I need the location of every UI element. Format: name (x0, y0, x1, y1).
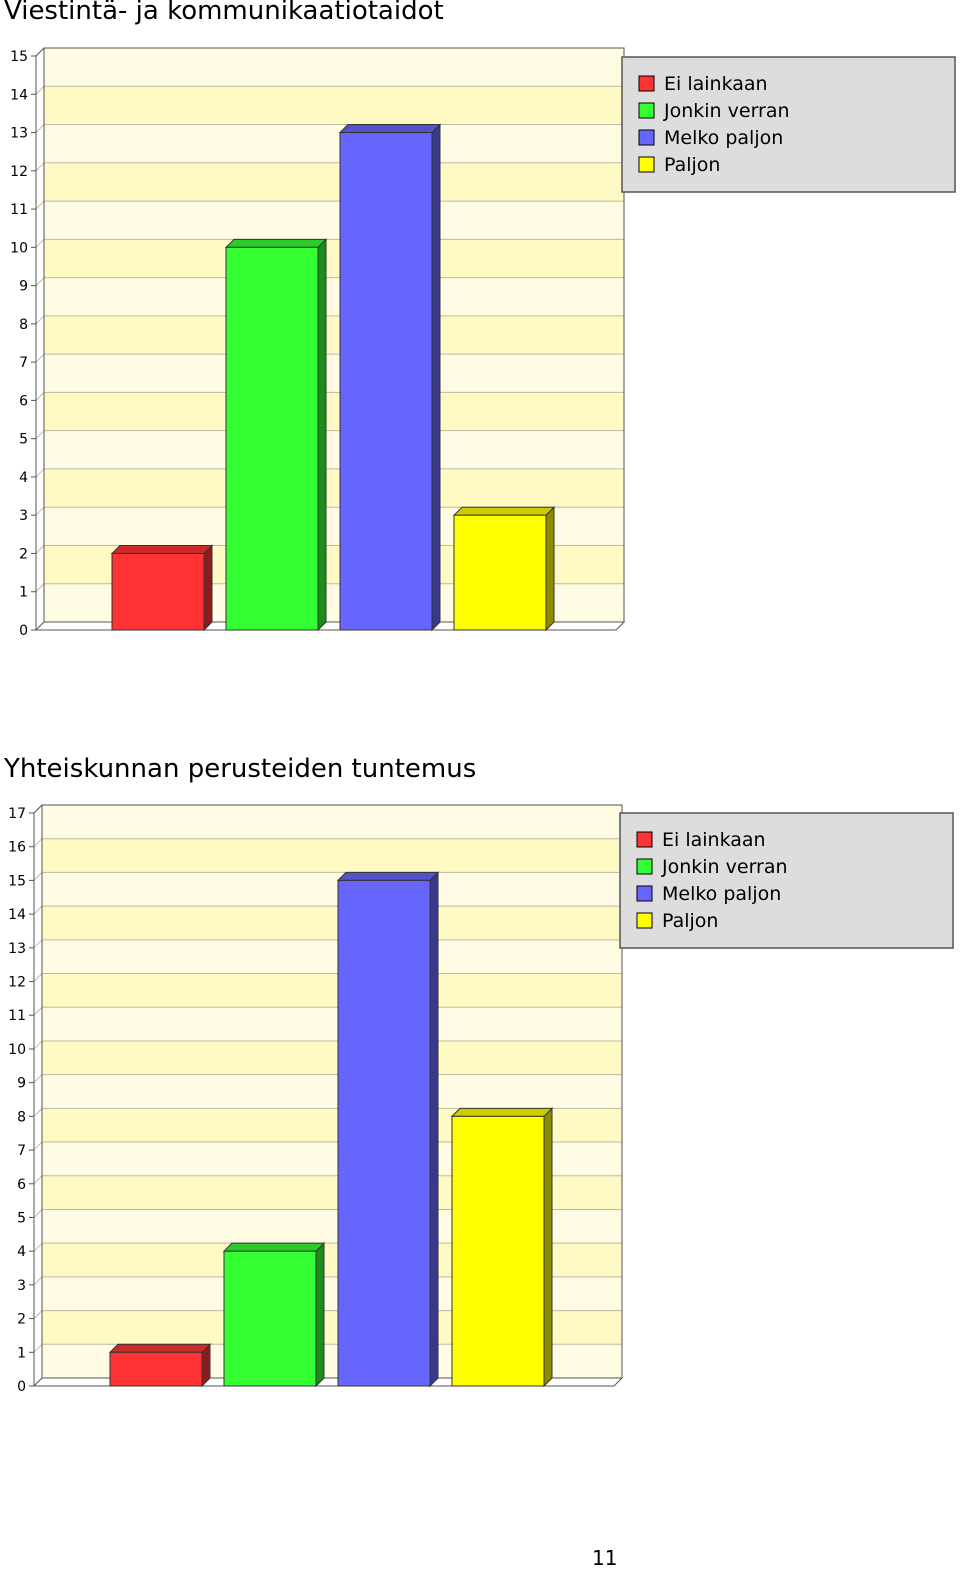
chart-2-legend-item-jonkin-verran: Jonkin verran (636, 856, 788, 878)
chart-1-y-tick-label-2: 2 (19, 546, 28, 562)
chart-1-y-tick-label-4: 4 (19, 470, 28, 486)
chart-2-y-tick-label-11: 11 (8, 1008, 26, 1024)
chart-1-y-tick-label-0: 0 (19, 623, 28, 639)
chart-1-legend: Ei lainkaan Jonkin verran Melko paljon Palj… (621, 56, 956, 193)
chart-1-bar-ei-lainkaan (110, 544, 214, 632)
chart-2-bar-melko-paljon (336, 871, 440, 1388)
chart-1-y-tick-label-10: 10 (10, 240, 28, 256)
chart-2-y-tick-label-4: 4 (17, 1244, 26, 1260)
chart-2-legend-item-melko-paljon: Melko paljon (636, 883, 781, 905)
chart-1-y-tick-label-7: 7 (19, 355, 28, 371)
chart-2-y-tick-label-15: 15 (8, 873, 26, 889)
chart-1-y-tick-label-6: 6 (19, 393, 28, 409)
svg-text:Ei lainkaan: Ei lainkaan (662, 829, 766, 851)
svg-text:Ei lainkaan: Ei lainkaan (664, 73, 768, 95)
chart-1-legend-item-jonkin-verran: Jonkin verran (638, 100, 790, 122)
chart-1-y-tick-label-12: 12 (10, 164, 28, 180)
svg-text:Paljon: Paljon (662, 910, 718, 932)
svg-text:Melko paljon: Melko paljon (664, 127, 783, 149)
chart-2-y-tick-label-6: 6 (17, 1177, 26, 1193)
chart-1-y-tick-label-5: 5 (19, 432, 28, 448)
chart-2-y-tick-label-17: 17 (8, 806, 26, 822)
chart-1-y-tick-label-15: 15 (10, 49, 28, 65)
chart-2-legend: Ei lainkaan Jonkin verran Melko paljon Palj… (619, 812, 954, 949)
chart-2-bar-jonkin-verran (222, 1241, 326, 1388)
chart-2-y-tick-label-10: 10 (8, 1042, 26, 1058)
svg-text:Jonkin verran: Jonkin verran (663, 100, 790, 122)
chart-1-y-tick-label-13: 13 (10, 126, 28, 142)
chart-1-title: Viestintä- ja kommunikaatiotaidot (4, 0, 444, 26)
chart-1-legend-item-ei-lainkaan: Ei lainkaan (638, 73, 768, 95)
chart-2-y-tick-label-1: 1 (17, 1345, 26, 1361)
chart-1-bar-melko-paljon (338, 123, 442, 632)
chart-2-y-tick-label-16: 16 (8, 840, 26, 856)
chart-1-y-tick-label-14: 14 (10, 87, 28, 103)
chart-2-y-tick-label-7: 7 (17, 1143, 26, 1159)
page-number: 11 (592, 1546, 618, 1570)
svg-text:Melko paljon: Melko paljon (662, 883, 781, 905)
chart-2-y-tick-label-5: 5 (17, 1210, 26, 1226)
chart-1-legend-item-melko-paljon: Melko paljon (638, 127, 783, 149)
chart-2-title: Yhteiskunnan perusteiden tuntemus (4, 754, 477, 784)
svg-text:Paljon: Paljon (664, 154, 720, 176)
chart-1-y-tick-label-9: 9 (19, 279, 28, 295)
chart-2-legend-item-ei-lainkaan: Ei lainkaan (636, 829, 766, 851)
chart-2-y-tick-label-3: 3 (17, 1278, 26, 1294)
chart-1-y-tick-label-11: 11 (10, 202, 28, 218)
svg-text:Jonkin verran: Jonkin verran (661, 856, 788, 878)
chart-1-bar-paljon (452, 505, 556, 632)
chart-2-legend-item-paljon: Paljon (636, 910, 718, 932)
chart-1-y-tick-label-3: 3 (19, 508, 28, 524)
chart-1-y-tick-label-1: 1 (19, 585, 28, 601)
chart-2-y-tick-label-14: 14 (8, 907, 26, 923)
chart-2-y-tick-label-9: 9 (17, 1076, 26, 1092)
chart-2-y-tick-label-2: 2 (17, 1312, 26, 1328)
chart-1-y-tick-label-8: 8 (19, 317, 28, 333)
chart-2-y-tick-label-12: 12 (8, 975, 26, 991)
chart-2-bar-paljon (450, 1107, 554, 1388)
chart-1-bar-jonkin-verran (224, 238, 328, 632)
chart-2-y-tick-label-0: 0 (17, 1379, 26, 1395)
chart-2-bar-ei-lainkaan (108, 1343, 212, 1388)
chart-1-legend-item-paljon: Paljon (638, 154, 720, 176)
chart-2-y-tick-label-8: 8 (17, 1109, 26, 1125)
chart-2-y-tick-label-13: 13 (8, 941, 26, 957)
